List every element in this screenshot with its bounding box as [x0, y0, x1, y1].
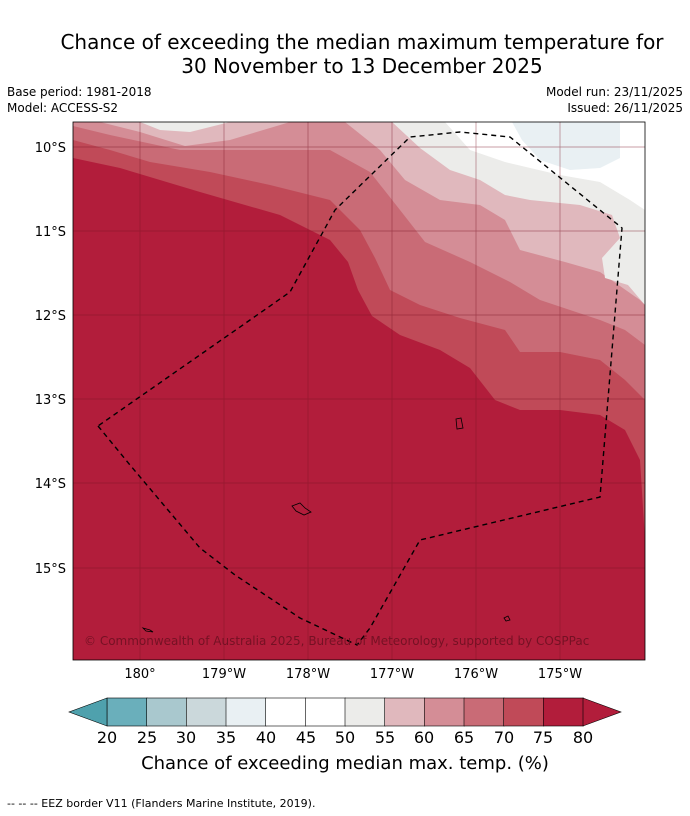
- colorbar-segment: [265, 697, 307, 727]
- meta-right: Model run: 23/11/2025 Issued: 26/11/2025: [546, 84, 683, 116]
- band-55-60-island: [628, 240, 645, 280]
- base-period: Base period: 1981-2018: [7, 85, 152, 99]
- island-vanua-levu: [291, 502, 312, 516]
- colorbar-tick: 55: [374, 728, 396, 747]
- model-run: Model run: 23/11/2025: [545, 85, 683, 99]
- copyright-notice: © Commonwealth of Australia 2025, Bureau…: [84, 634, 589, 648]
- map-panel: [73, 122, 645, 660]
- colorbar-tick: 20: [96, 728, 118, 747]
- lat-label: 13°S: [35, 393, 66, 408]
- colorbar-tick: 40: [255, 728, 277, 747]
- lon-label: 179°W: [202, 667, 246, 682]
- colorbar-tick: 25: [136, 728, 158, 747]
- colorbar-segment: [225, 697, 267, 727]
- colorbar-tick: 75: [532, 728, 554, 747]
- lat-label: 15°S: [35, 562, 66, 577]
- colorbar-under-arrow: [68, 697, 108, 727]
- lon-label: 177°W: [370, 667, 414, 682]
- issued-date: Issued: 26/11/2025: [567, 101, 683, 115]
- eez-border: [96, 131, 623, 646]
- lat-label: 14°S: [35, 477, 66, 492]
- colorbar-tick: 70: [493, 728, 515, 747]
- map-frame: [72, 121, 646, 661]
- lat-axis: 10°S 11°S 12°S 13°S 14°S 15°S: [35, 141, 66, 577]
- colorbar-segment: [543, 697, 584, 727]
- colorbar-tick: 45: [295, 728, 317, 747]
- colorbar-tick: 30: [175, 728, 197, 747]
- lon-label: 178°W: [286, 667, 330, 682]
- colorbar-segment: [186, 697, 227, 727]
- lon-label: 175°W: [538, 667, 582, 682]
- grid-lines: [73, 122, 645, 660]
- colorbar-tick: 65: [453, 728, 475, 747]
- colorbar-label: Chance of exceeding median max. temp. (%…: [141, 753, 549, 774]
- lat-label: 11°S: [35, 225, 66, 240]
- colorbar-segment: [344, 697, 386, 727]
- colorbar-segment: [503, 697, 545, 727]
- colorbar-segment: [463, 697, 505, 727]
- colorbar-segment: [305, 697, 346, 727]
- lon-axis: 180° 179°W 178°W 177°W 176°W 175°W: [124, 667, 582, 682]
- colorbar-tick: 60: [413, 728, 435, 747]
- title-line-1: Chance of exceeding the median maximum t…: [60, 30, 664, 54]
- colorbar: [68, 697, 622, 727]
- island-south-east: [503, 615, 511, 622]
- colorbar-tick: 35: [215, 728, 237, 747]
- band-55-60: [140, 122, 645, 305]
- title-line-2: 30 November to 13 December 2025: [181, 54, 543, 78]
- colorbar-tick: 50: [334, 728, 356, 747]
- colorbar-over-arrow: [582, 697, 622, 727]
- colorbar-segment: [424, 697, 465, 727]
- colorbar-tick: 80: [572, 728, 594, 747]
- lon-label: 180°: [124, 667, 155, 682]
- colorbar-segment: [146, 697, 188, 727]
- colorbar-ticks: 20 25 30 35 40 45 50 55 60 65 70 75 80: [0, 728, 690, 748]
- island-east: [455, 417, 464, 430]
- island-south-west: [141, 627, 154, 633]
- band-40-45: [512, 122, 620, 170]
- lat-label: 10°S: [35, 141, 66, 156]
- footnote: -- -- -- EEZ border V11 (Flanders Marine…: [7, 797, 316, 810]
- colorbar-segment: [106, 697, 148, 727]
- map-title: Chance of exceeding the median maximum t…: [0, 30, 690, 78]
- colorbar-segment: [384, 697, 426, 727]
- meta-left: Base period: 1981-2018 Model: ACCESS-S2: [7, 84, 152, 116]
- lon-label: 176°W: [454, 667, 498, 682]
- model-name: Model: ACCESS-S2: [7, 101, 119, 115]
- lat-label: 12°S: [35, 309, 66, 324]
